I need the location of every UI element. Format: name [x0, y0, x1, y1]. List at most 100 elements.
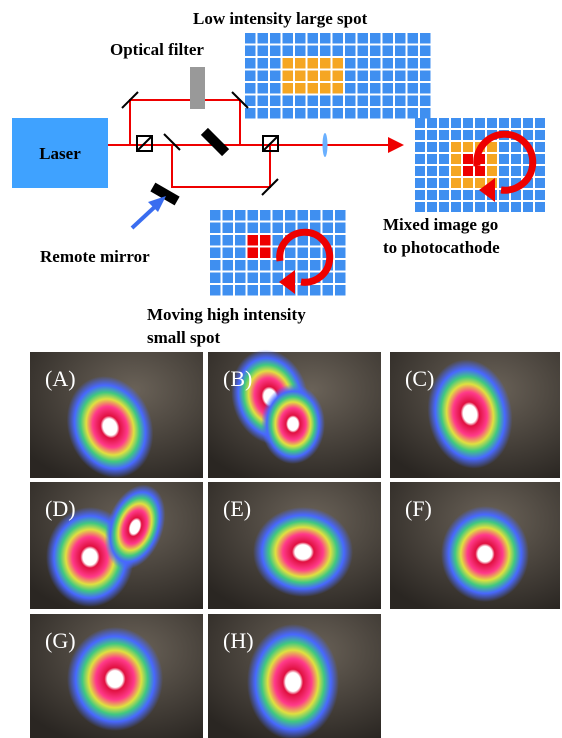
- grid-cell: [308, 96, 319, 107]
- grid-cell: [295, 33, 306, 44]
- grid-cell: [210, 210, 221, 221]
- grid-cell: [408, 96, 419, 107]
- grid-cell: [370, 58, 381, 69]
- grid-cell: [439, 202, 449, 212]
- grid-cell: [335, 235, 346, 246]
- grid-cell: [298, 235, 309, 246]
- grid-cell: [310, 248, 321, 259]
- panel-label: (F): [405, 496, 432, 521]
- grid-cell: [395, 108, 406, 119]
- grid-cell: [511, 202, 521, 212]
- grid-cell: [223, 248, 234, 259]
- filter-label: Optical filter: [110, 40, 204, 59]
- grid-cell: [420, 46, 431, 57]
- grid-cell: [415, 190, 425, 200]
- grid-cell: [427, 202, 437, 212]
- grid-cell: [535, 190, 545, 200]
- grid-cell: [451, 118, 461, 128]
- grid-cell: [427, 166, 437, 176]
- grid-cell: [310, 210, 321, 221]
- grid-cell: [463, 130, 473, 140]
- grid-cell: [260, 248, 271, 259]
- spot: [441, 506, 529, 602]
- mirror: [201, 128, 229, 156]
- grid-cell: [370, 33, 381, 44]
- grid-cell: [335, 273, 346, 284]
- grid-cell: [335, 223, 346, 234]
- grid-cell: [408, 71, 419, 82]
- photo: (A): [30, 352, 203, 490]
- grid-cell: [335, 210, 346, 221]
- grid-cell: [420, 108, 431, 119]
- grid-cell: [298, 260, 309, 271]
- grid-cell: [210, 260, 221, 271]
- grid-cell: [415, 178, 425, 188]
- grid-cell: [260, 285, 271, 296]
- grid-cell: [395, 83, 406, 94]
- grid-cell: [245, 58, 256, 69]
- grid-cell: [310, 260, 321, 271]
- moving-label: small spot: [147, 328, 221, 347]
- grid-cell: [295, 108, 306, 119]
- grid-cell: [270, 71, 281, 82]
- spot: [253, 507, 353, 597]
- grid-cell: [383, 58, 394, 69]
- spot: [247, 624, 339, 738]
- grid-cell: [273, 223, 284, 234]
- grid-cell: [270, 58, 281, 69]
- photo: (B): [208, 341, 381, 478]
- grid-cell: [235, 285, 246, 296]
- grid-cell: [451, 202, 461, 212]
- grid-cell: [383, 46, 394, 57]
- grid-cell: [523, 202, 533, 212]
- grid-cell: [383, 71, 394, 82]
- grid-cell: [345, 46, 356, 57]
- photo: (C): [390, 352, 560, 478]
- grid-cell: [323, 285, 334, 296]
- grid-cell: [420, 71, 431, 82]
- grid-cell: [260, 235, 271, 246]
- grid-cell: [358, 71, 369, 82]
- grid-cell: [535, 166, 545, 176]
- grid-cell: [427, 154, 437, 164]
- grid-cell: [320, 58, 331, 69]
- grid-cell: [248, 285, 259, 296]
- grid-cell: [439, 190, 449, 200]
- grid-cell: [273, 285, 284, 296]
- grid-cell: [295, 46, 306, 57]
- grid-cell: [223, 273, 234, 284]
- grid-cell: [439, 178, 449, 188]
- grid-cell: [308, 71, 319, 82]
- grid-cell: [235, 273, 246, 284]
- grid-cell: [308, 58, 319, 69]
- panel-label: (A): [45, 366, 76, 391]
- grid-cell: [487, 166, 497, 176]
- grid-cell: [260, 260, 271, 271]
- grid-cell: [415, 142, 425, 152]
- grid-cell: [345, 58, 356, 69]
- grid-cell: [420, 33, 431, 44]
- grid-cell: [298, 248, 309, 259]
- grid-cell: [451, 142, 461, 152]
- grid-cell: [320, 33, 331, 44]
- grid-cell: [258, 58, 269, 69]
- grid-cell: [273, 210, 284, 221]
- grid-cell: [270, 96, 281, 107]
- grid-cell: [298, 285, 309, 296]
- grid-cell: [235, 235, 246, 246]
- grid-cell: [475, 178, 485, 188]
- grid-cell: [248, 235, 259, 246]
- grid-cell: [320, 83, 331, 94]
- grid-cell: [283, 96, 294, 107]
- grid-cell: [260, 210, 271, 221]
- grid-cell: [487, 154, 497, 164]
- grid-cell: [258, 108, 269, 119]
- grid-cell: [210, 248, 221, 259]
- grid-cell: [475, 130, 485, 140]
- grid-cell: [451, 130, 461, 140]
- grid-cell: [345, 96, 356, 107]
- grid-cell: [420, 96, 431, 107]
- grid-cell: [258, 46, 269, 57]
- grid-cell: [245, 96, 256, 107]
- panel-label: (C): [405, 366, 434, 391]
